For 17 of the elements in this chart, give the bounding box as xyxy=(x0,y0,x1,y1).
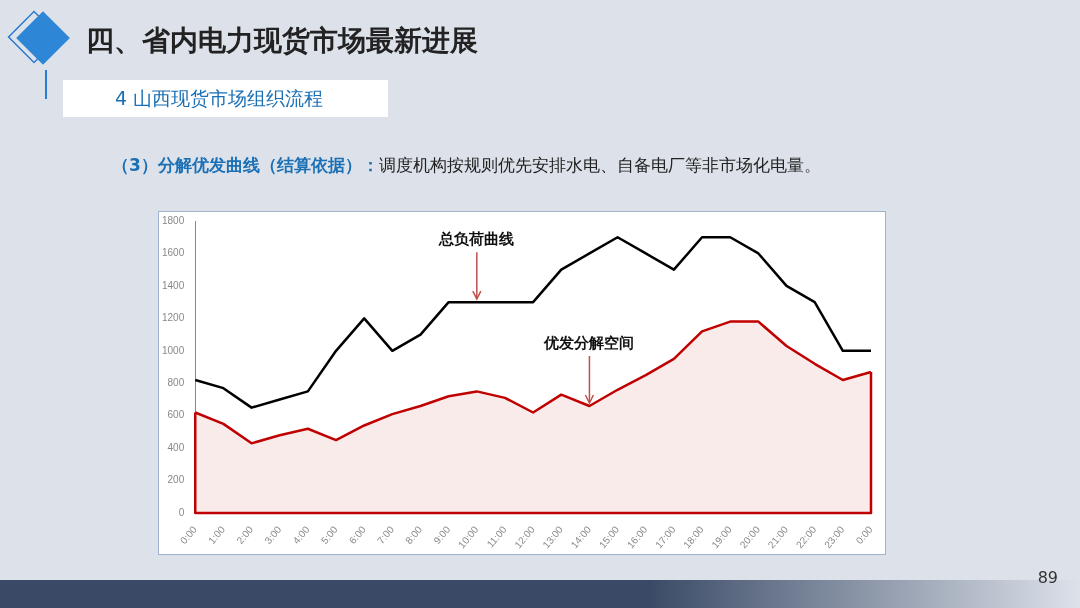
y-tick-label: 400 xyxy=(167,441,185,453)
y-tick-label: 1200 xyxy=(162,312,185,324)
y-tick-label: 1000 xyxy=(162,344,185,356)
chart-subtitle: 4 山西现货市场组织流程 xyxy=(63,80,388,117)
y-tick-label: 800 xyxy=(167,377,185,389)
text: 调度机构按规则优先安排水电、自备电厂等非市场化电量。 xyxy=(378,155,821,175)
y-tick-label: 1400 xyxy=(162,279,185,291)
y-tick-label: 0 xyxy=(178,506,185,518)
annotation: 总负荷曲线 xyxy=(438,230,515,249)
annotation: 优发分解空间 xyxy=(543,334,635,353)
text: 89 xyxy=(1037,568,1058,587)
text: （3）分解优发曲线（结算依据）： xyxy=(112,155,379,175)
y-tick-label: 600 xyxy=(167,409,185,421)
chart-title: 四、省内电力现货市场最新进展 xyxy=(86,23,478,59)
y-tick-label: 1600 xyxy=(162,247,185,259)
y-tick-label: 1800 xyxy=(162,214,185,226)
y-tick-label: 200 xyxy=(167,474,185,486)
